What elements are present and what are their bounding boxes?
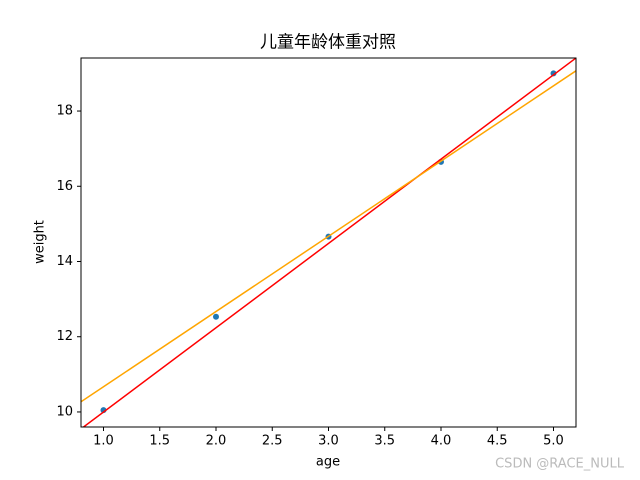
x-tick-label: 4.5 <box>487 434 508 449</box>
x-axis-label: age <box>316 455 340 470</box>
fit-line <box>81 70 576 403</box>
y-tick-label: 16 <box>56 179 73 194</box>
y-tick-label: 12 <box>56 329 73 344</box>
x-tick-label: 4.0 <box>431 434 452 449</box>
chart-title: 儿童年龄体重对照 <box>260 33 396 53</box>
x-tick-label: 2.0 <box>206 434 227 449</box>
x-tick-label: 5.0 <box>543 434 564 449</box>
x-tick-label: 1.0 <box>93 434 114 449</box>
point <box>213 313 219 320</box>
x-tick-label: 3.5 <box>374 434 395 449</box>
x-tick-label: 2.5 <box>262 434 283 449</box>
plot-frame <box>80 57 577 428</box>
watermark: CSDN @RACE_NULL <box>495 457 625 472</box>
y-tick-label: 18 <box>56 104 73 119</box>
fit-line <box>82 58 576 427</box>
point <box>550 70 557 77</box>
y-axis-label: weight <box>33 220 48 264</box>
x-tick-label: 3.0 <box>318 434 339 449</box>
y-tick-label: 10 <box>56 404 73 419</box>
x-tick-label: 1.5 <box>149 434 170 449</box>
y-tick-label: 14 <box>56 254 73 269</box>
